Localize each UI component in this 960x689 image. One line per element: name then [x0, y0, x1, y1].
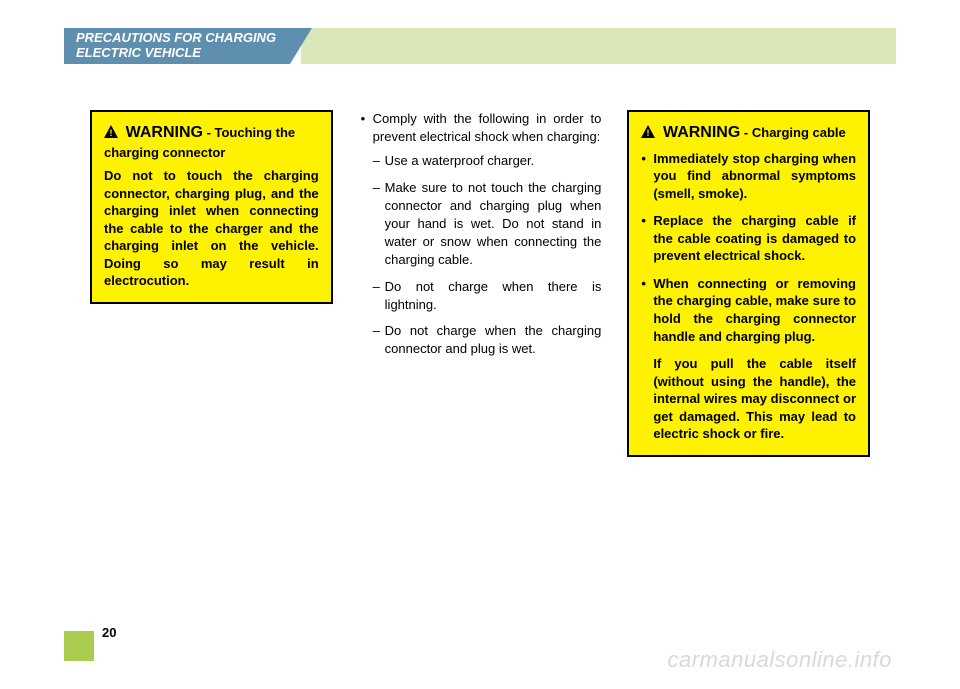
warning-label: WARNING	[126, 124, 203, 141]
warning-list-item: Immediately stop charging when you find …	[641, 150, 856, 203]
column-middle: Comply with the following in order to pr…	[359, 110, 602, 457]
warning-list-item: When connecting or removing the charging…	[641, 275, 856, 345]
warning-list: Immediately stop charging when you find …	[641, 150, 856, 345]
warning-note: If you pull the cable itself (without us…	[641, 355, 856, 443]
warning-icon: !	[641, 125, 655, 143]
warning-label: WARNING	[663, 124, 740, 141]
section-header: PRECAUTIONS FOR CHARGING ELECTRIC VEHICL…	[64, 28, 896, 64]
watermark: carmanualsonline.info	[667, 647, 892, 673]
warning-title: ! WARNING - Charging cable	[641, 122, 856, 144]
instructions-item: Do not charge when the charging connecto…	[373, 322, 602, 358]
warning-list-item: Replace the charging cable if the cable …	[641, 212, 856, 265]
instructions-item: Make sure to not touch the charging conn…	[373, 179, 602, 270]
instructions-item: Use a waterproof charger.	[373, 152, 602, 170]
instructions-list: Use a waterproof charger. Make sure to no…	[359, 152, 602, 358]
svg-text:!: !	[647, 128, 650, 138]
warning-icon: !	[104, 125, 118, 143]
header-line1: PRECAUTIONS FOR CHARGING	[76, 31, 276, 46]
warning-body: Do not to touch the charging connector, …	[104, 167, 319, 290]
header-triangle	[290, 28, 312, 64]
warning-title: ! WARNING - Touching the charging connec…	[104, 122, 319, 161]
column-right: ! WARNING - Charging cable Immediately s…	[627, 110, 870, 457]
content-columns: ! WARNING - Touching the charging connec…	[90, 110, 870, 457]
svg-text:!: !	[110, 128, 113, 138]
warning-box-charging-cable: ! WARNING - Charging cable Immediately s…	[627, 110, 870, 457]
page-number-square	[64, 631, 94, 661]
column-left: ! WARNING - Touching the charging connec…	[90, 110, 333, 457]
page-number: 20	[102, 625, 116, 640]
header-accent-bar	[301, 28, 896, 64]
instructions-lead: Comply with the following in order to pr…	[359, 110, 602, 146]
page-number-badge: 20	[64, 631, 116, 661]
header-title-tab: PRECAUTIONS FOR CHARGING ELECTRIC VEHICL…	[64, 28, 290, 64]
warning-box-touching-connector: ! WARNING - Touching the charging connec…	[90, 110, 333, 304]
instructions-item: Do not charge when there is lightning.	[373, 278, 602, 314]
header-line2: ELECTRIC VEHICLE	[76, 46, 276, 61]
manual-page: PRECAUTIONS FOR CHARGING ELECTRIC VEHICL…	[0, 0, 960, 689]
warning-subtitle: - Charging cable	[744, 125, 846, 140]
